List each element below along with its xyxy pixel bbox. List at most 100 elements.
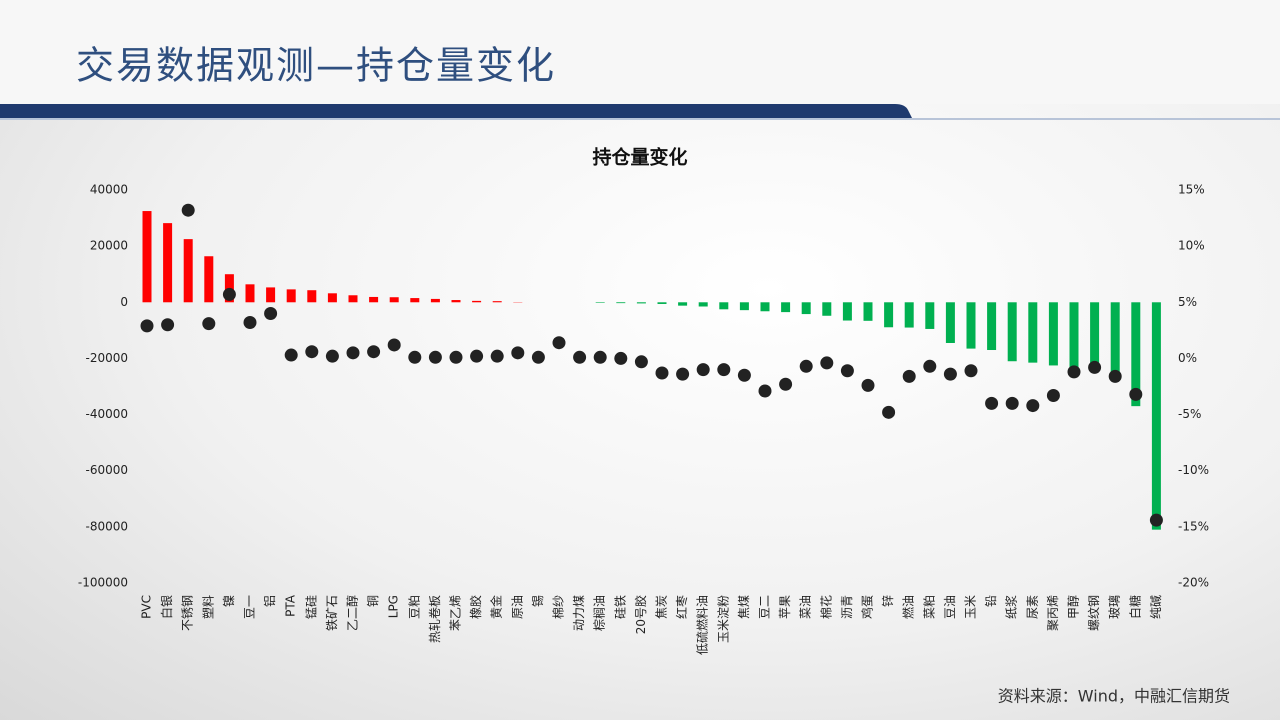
bar	[678, 302, 687, 305]
dot	[1006, 397, 1019, 410]
bar	[1008, 302, 1017, 361]
bar	[822, 302, 831, 315]
x-tick-label: LPG	[387, 595, 401, 618]
x-tick-label: 聚丙烯	[1046, 595, 1060, 631]
x-tick-label: 20号胶	[633, 595, 648, 634]
dot	[779, 378, 792, 391]
x-tick-label: 菜粕	[921, 595, 936, 619]
bar	[472, 301, 481, 302]
y-tick-label: -100000	[78, 576, 128, 590]
x-tick-label: 塑料	[200, 595, 215, 619]
bar	[781, 302, 790, 312]
x-tick-label: 焦煤	[737, 595, 751, 619]
x-tick-label: 沥青	[840, 595, 854, 619]
dot	[182, 204, 195, 217]
x-tick-label: 焦炭	[655, 595, 669, 619]
x-tick-label: 热轧卷板	[427, 595, 442, 643]
bar	[390, 297, 399, 302]
x-tick-label: 铁矿石	[325, 595, 339, 631]
dot	[738, 369, 751, 382]
x-tick-label: 棉花	[818, 595, 833, 619]
bar	[1090, 302, 1099, 371]
x-tick-label: 乙二醇	[345, 595, 360, 631]
x-tick-label: 不锈钢	[181, 595, 195, 631]
bar	[925, 302, 934, 329]
bar	[987, 302, 996, 350]
bar	[864, 302, 873, 321]
dot	[923, 360, 936, 373]
dot	[264, 307, 277, 320]
x-tick-label: 铝	[262, 595, 277, 607]
dot	[759, 384, 772, 397]
dot	[656, 367, 669, 380]
bar	[328, 293, 337, 302]
x-tick-label: 玉米淀粉	[716, 595, 730, 643]
x-tick-label: 燃油	[901, 595, 916, 619]
bar	[1028, 302, 1037, 362]
dot	[429, 351, 442, 364]
bar	[287, 289, 296, 302]
dot	[1088, 361, 1101, 374]
dot	[532, 351, 545, 364]
header-bar	[0, 104, 912, 118]
x-tick-label: PVC	[140, 595, 154, 619]
x-tick-label: 鸡蛋	[860, 595, 875, 619]
x-tick-label: 纸浆	[1004, 595, 1019, 619]
slide-title: 交易数据观测—持仓量变化	[76, 44, 556, 88]
dot	[1047, 389, 1060, 402]
x-tick-label: 原油	[510, 595, 524, 619]
dot	[347, 346, 360, 359]
dot	[697, 363, 710, 376]
dot	[800, 360, 813, 373]
bar	[410, 298, 419, 302]
y2-tick-label: -10%	[1178, 463, 1209, 477]
dot	[573, 351, 586, 364]
x-tick-label: 锡	[530, 595, 545, 607]
dot	[635, 355, 648, 368]
bar	[637, 302, 646, 303]
y2-tick-label: 0%	[1178, 351, 1197, 365]
x-tick-label: 动力煤	[572, 595, 586, 631]
bar	[843, 302, 852, 320]
bar	[246, 284, 255, 302]
x-tick-label: 豆粕	[406, 595, 421, 619]
dot	[202, 317, 215, 330]
dot	[491, 350, 504, 363]
x-tick-label: 白银	[159, 595, 174, 619]
dot	[1026, 399, 1039, 412]
x-tick-label: 黄金	[489, 595, 504, 619]
x-tick-label: 豆油	[943, 595, 957, 619]
bar	[452, 300, 461, 302]
dot	[1129, 388, 1142, 401]
x-tick-label: 硅铁	[613, 595, 627, 619]
dot	[408, 351, 421, 364]
bar	[740, 302, 749, 310]
x-tick-label: 铅	[984, 595, 998, 607]
bar	[349, 295, 358, 302]
bar	[266, 287, 275, 302]
x-tick-label: 豆二	[758, 595, 772, 619]
x-tick-label: 玉米	[964, 595, 978, 619]
bar	[143, 211, 152, 302]
dot	[676, 368, 689, 381]
bar	[596, 302, 605, 303]
x-tick-label: 红枣	[674, 595, 689, 619]
bar	[967, 302, 976, 348]
bar	[761, 302, 770, 311]
x-tick-label: 玻璃	[1108, 595, 1122, 619]
x-tick-label: 镍	[222, 595, 236, 607]
x-tick-label: 低硫燃料油	[695, 595, 710, 655]
y-tick-label: -80000	[85, 519, 128, 533]
dot	[450, 351, 463, 364]
dot	[944, 368, 957, 381]
dot	[511, 346, 524, 359]
dot	[965, 364, 978, 377]
bar	[719, 302, 728, 309]
x-tick-label: 甲醇	[1066, 595, 1081, 619]
dot	[841, 364, 854, 377]
bar	[493, 301, 502, 302]
x-tick-label: 锌	[881, 595, 895, 607]
dot	[985, 397, 998, 410]
